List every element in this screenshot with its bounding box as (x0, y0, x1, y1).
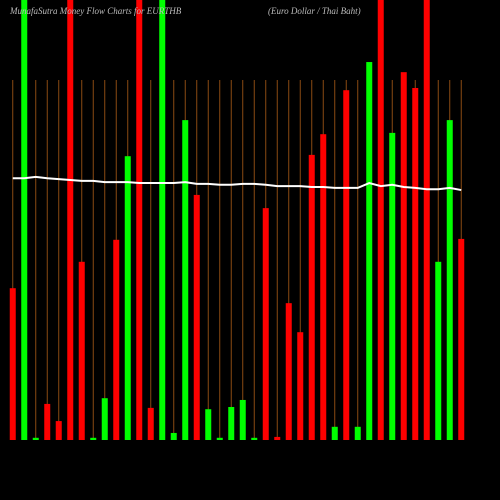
bar (101, 398, 108, 440)
chart-title: MunafaSutra Money Flow Charts for EURTHB (9, 6, 182, 16)
bar (331, 426, 338, 440)
bar (21, 0, 28, 440)
bar (412, 88, 419, 440)
bar (274, 436, 281, 440)
bar (366, 62, 373, 440)
bar (435, 261, 442, 440)
bar (90, 437, 97, 440)
bar (320, 134, 327, 440)
bar (377, 0, 384, 440)
chart-subtitle: (Euro Dollar / Thai Baht) (268, 6, 361, 16)
bar (458, 238, 465, 440)
bar (262, 208, 269, 440)
money-flow-line (12, 175, 462, 192)
bar (297, 332, 304, 440)
bar (55, 421, 62, 440)
bar (159, 0, 166, 440)
bar (239, 399, 246, 440)
bar (113, 239, 120, 440)
bar (124, 156, 131, 440)
bar (354, 426, 361, 440)
bar (228, 407, 235, 440)
bar (193, 194, 200, 440)
bar (32, 437, 39, 440)
bar (285, 303, 292, 440)
bar (251, 437, 258, 440)
bar (308, 154, 315, 440)
bar (216, 437, 223, 440)
bar (67, 0, 74, 440)
bar (446, 120, 453, 441)
bar (182, 120, 189, 441)
bar (423, 0, 430, 440)
bar (78, 261, 85, 440)
bar (343, 90, 350, 440)
bar (389, 132, 396, 440)
bar (170, 432, 177, 440)
bar (147, 407, 154, 440)
bars (9, 0, 465, 441)
bar (400, 72, 407, 440)
bar (44, 403, 51, 440)
bar (9, 288, 16, 440)
bar (205, 409, 212, 440)
bar (136, 0, 143, 440)
